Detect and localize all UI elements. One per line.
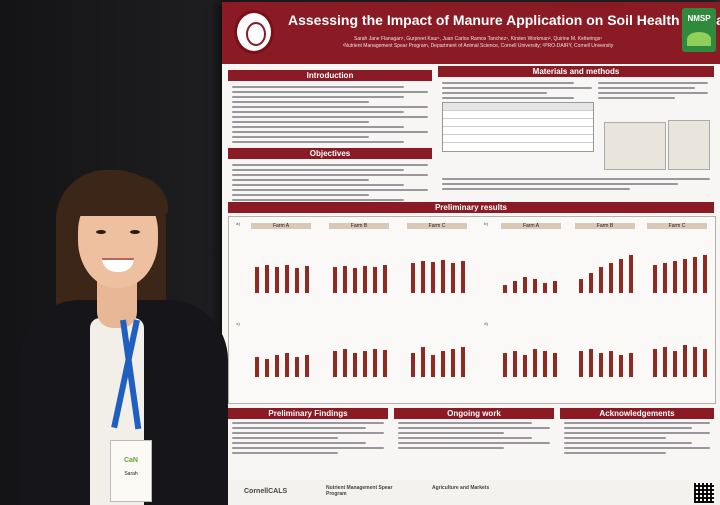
university-seal-icon: [234, 10, 274, 54]
ongoing-heading: Ongoing work: [394, 408, 554, 419]
farm-tag-a2: Farm B: [329, 223, 389, 229]
introduction-heading: Introduction: [228, 70, 432, 81]
instrument-photo: [668, 120, 710, 170]
badge-name: Sarah: [124, 471, 138, 477]
findings-text: [232, 422, 384, 457]
research-poster: Assessing the Impact of Manure Applicati…: [222, 2, 720, 505]
farm-tag-b2: Farm B: [575, 223, 635, 229]
acknowledgements-text: [564, 422, 710, 457]
qr-code-icon: [694, 483, 714, 503]
bar-group-d: [497, 321, 711, 377]
bar-group-a: [249, 231, 469, 293]
panel-label-c: c): [236, 321, 240, 326]
panel-label-d: d): [484, 321, 488, 326]
findings-heading: Preliminary Findings: [228, 408, 388, 419]
farm-tag-a3: Farm C: [407, 223, 467, 229]
ongoing-text: [398, 422, 550, 452]
materials-heading: Materials and methods: [438, 66, 714, 77]
materials-text: [442, 82, 592, 102]
badge-org: CaN: [123, 457, 138, 464]
affiliation-list: ¹Nutrient Management Spear Program, Depa…: [342, 43, 614, 49]
bar-group-c: [249, 321, 469, 377]
panel-label-b: b): [484, 221, 488, 226]
right-eye: [130, 230, 140, 234]
objectives-text: [232, 164, 428, 204]
poster-authors: Sarah Jane Flanagan¹, Gurpreet Kaur¹, Ju…: [288, 36, 668, 50]
farm-tag-b3: Farm C: [647, 223, 707, 229]
soil-analyses-text: [598, 82, 708, 102]
agriculture-markets-logo: Agriculture and Markets: [432, 485, 490, 491]
left-eye: [96, 230, 106, 234]
cornell-cals-logo: CornellCALS: [244, 488, 288, 495]
poster-title: Assessing the Impact of Manure Applicati…: [288, 12, 720, 28]
results-heading: Preliminary results: [228, 202, 714, 213]
acknowledgements-heading: Acknowledgements: [560, 408, 714, 419]
statistics-text: [442, 178, 710, 193]
poster-banner: Assessing the Impact of Manure Applicati…: [222, 2, 720, 64]
nmsp-logo-icon: NMSP: [682, 8, 716, 52]
author-list: Sarah Jane Flanagan¹, Gurpreet Kaur¹, Ju…: [354, 36, 602, 42]
name-badge: CaN Sarah: [110, 440, 152, 502]
smile: [102, 258, 134, 272]
lab-photo: [604, 122, 666, 170]
introduction-text: [232, 86, 428, 146]
hair-top: [72, 176, 168, 216]
farm-tag-a1: Farm A: [251, 223, 311, 229]
panel-label-a: a): [236, 221, 240, 226]
presenter-person: CaN Sarah: [0, 0, 230, 505]
objectives-heading: Objectives: [228, 148, 432, 159]
nmsp-footer-logo: Nutrient Management Spear Program: [326, 485, 393, 497]
bar-group-b: [497, 231, 711, 293]
site-table: [442, 102, 594, 152]
nmsp-logo-text: NMSP: [687, 14, 711, 23]
farm-tag-b1: Farm A: [501, 223, 561, 229]
sponsor-logo-strip: CornellCALS Nutrient Management Spear Pr…: [222, 480, 720, 505]
results-panel: a) Farm A Farm B Farm C c): [228, 216, 716, 404]
